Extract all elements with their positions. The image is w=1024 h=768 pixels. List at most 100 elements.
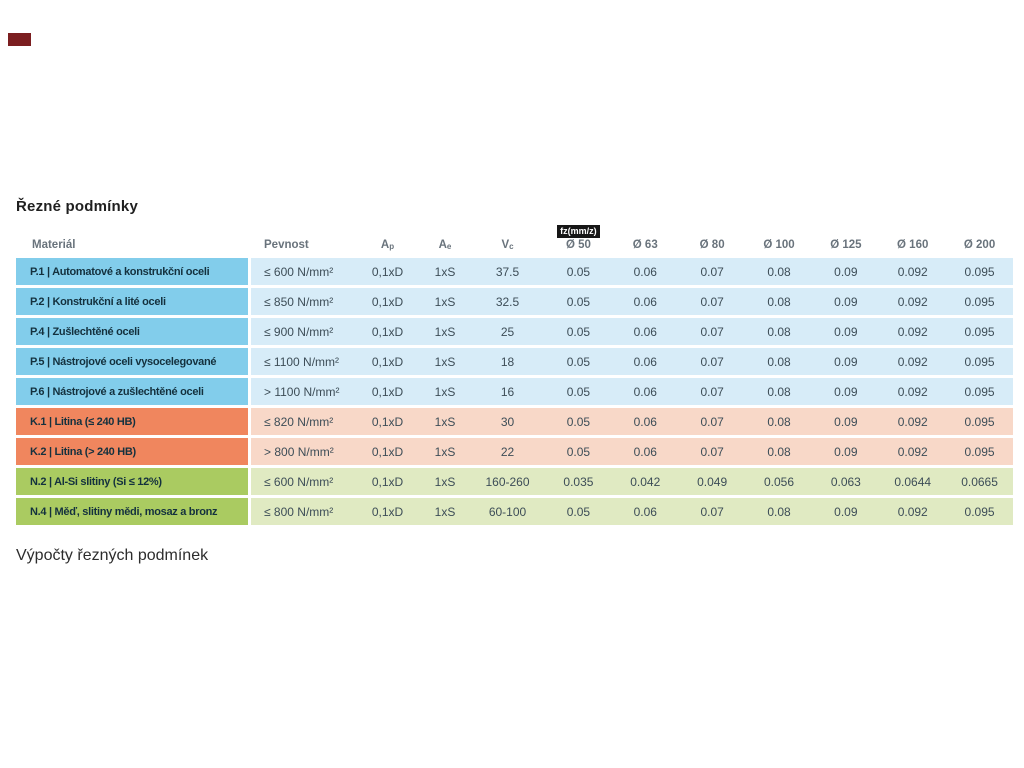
vc-symbol: V (501, 239, 510, 251)
fz-value-cell: 0.08 (745, 408, 813, 435)
ap-cell: 0,1xD (355, 348, 420, 375)
fz-value-cell: 0.07 (678, 288, 746, 315)
fz-value-cell: 0.0644 (879, 468, 947, 495)
ae-cell: 1xS (420, 288, 470, 315)
fz-value-cell: 0.05 (545, 498, 612, 525)
ap-cell: 0,1xD (355, 498, 420, 525)
col-header-d200: Ø 200 (963, 239, 996, 251)
fz-value-cell: 0.09 (812, 318, 880, 345)
table-row: P.1 | Automatové a konstrukční oceli ≤ 6… (16, 258, 1013, 285)
fz-value-cell: 0.05 (545, 438, 612, 465)
fz-value-cell: 0.05 (545, 348, 612, 375)
fz-value-cell: 0.092 (879, 288, 947, 315)
fz-value-cell: 0.07 (678, 438, 746, 465)
corner-marker (8, 33, 31, 46)
ae-cell: 1xS (420, 318, 470, 345)
col-header-d125: Ø 125 (830, 239, 862, 251)
fz-value-cell: 0.08 (745, 438, 813, 465)
material-cell: P.1 | Automatové a konstrukční oceli (16, 258, 251, 285)
ap-cell: 0,1xD (355, 378, 420, 405)
strength-cell: > 1100 N/mm² (251, 378, 355, 405)
fz-value-cell: 0.095 (946, 288, 1013, 315)
vc-cell: 60-100 (470, 498, 545, 525)
fz-value-cell: 0.095 (946, 498, 1013, 525)
ap-cell: 0,1xD (355, 408, 420, 435)
fz-value-cell: 0.05 (545, 258, 612, 285)
vc-cell: 25 (470, 318, 545, 345)
fz-value-cell: 0.06 (611, 348, 679, 375)
fz-value-cell: 0.092 (879, 258, 947, 285)
fz-value-cell: 0.049 (678, 468, 746, 495)
fz-value-cell: 0.05 (545, 288, 612, 315)
fz-value-cell: 0.08 (745, 348, 813, 375)
table-row: N.4 | Měď, slitiny mědi, mosaz a bronz ≤… (16, 498, 1013, 525)
strength-cell: ≤ 1100 N/mm² (251, 348, 355, 375)
table-row: P.5 | Nástrojové oceli vysocelegované ≤ … (16, 348, 1013, 375)
strength-cell: ≤ 800 N/mm² (251, 498, 355, 525)
fz-value-cell: 0.092 (879, 378, 947, 405)
table-body: P.1 | Automatové a konstrukční oceli ≤ 6… (16, 258, 1013, 525)
strength-cell: ≤ 900 N/mm² (251, 318, 355, 345)
fz-value-cell: 0.05 (545, 408, 612, 435)
ap-cell: 0,1xD (355, 438, 420, 465)
strength-cell: ≤ 600 N/mm² (251, 468, 355, 495)
ap-cell: 0,1xD (355, 288, 420, 315)
table-row: N.2 | Al-Si slitiny (Si ≤ 12%) ≤ 600 N/m… (16, 468, 1013, 495)
fz-value-cell: 0.056 (745, 468, 813, 495)
vc-cell: 18 (470, 348, 545, 375)
fz-value-cell: 0.095 (946, 438, 1013, 465)
col-header-d50-label: Ø 50 (565, 239, 591, 251)
fz-value-cell: 0.092 (879, 438, 947, 465)
col-header-strength: Pevnost (264, 239, 309, 251)
strength-cell: ≤ 820 N/mm² (251, 408, 355, 435)
table-row: P.4 | Zušlechtěné oceli ≤ 900 N/mm² 0,1x… (16, 318, 1013, 345)
strength-cell: ≤ 850 N/mm² (251, 288, 355, 315)
table-row: K.2 | Litina (> 240 HB) > 800 N/mm² 0,1x… (16, 438, 1013, 465)
fz-value-cell: 0.06 (611, 318, 679, 345)
fz-value-cell: 0.09 (812, 258, 880, 285)
vc-cell: 30 (470, 408, 545, 435)
material-cell: P.4 | Zušlechtěné oceli (16, 318, 251, 345)
fz-value-cell: 0.092 (879, 348, 947, 375)
fz-value-cell: 0.09 (812, 378, 880, 405)
ap-cell: 0,1xD (355, 258, 420, 285)
fz-value-cell: 0.08 (745, 288, 813, 315)
fz-value-cell: 0.095 (946, 378, 1013, 405)
col-header-material: Materiál (32, 239, 76, 251)
fz-value-cell: 0.07 (678, 498, 746, 525)
ap-cell: 0,1xD (355, 318, 420, 345)
col-header-d160: Ø 160 (897, 239, 929, 251)
ae-subscript: e (446, 242, 452, 251)
fz-value-cell: 0.09 (812, 348, 880, 375)
fz-value-cell: 0.07 (678, 408, 746, 435)
vc-cell: 22 (470, 438, 545, 465)
vc-cell: 32.5 (470, 288, 545, 315)
strength-cell: > 800 N/mm² (251, 438, 355, 465)
fz-value-cell: 0.042 (611, 468, 679, 495)
fz-value-cell: 0.095 (946, 318, 1013, 345)
fz-value-cell: 0.08 (745, 498, 813, 525)
col-header-d100: Ø 100 (763, 239, 795, 251)
material-cell: K.1 | Litina (≤ 240 HB) (16, 408, 251, 435)
fz-value-cell: 0.09 (812, 408, 880, 435)
fz-value-cell: 0.035 (545, 468, 612, 495)
ap-subscript: p (389, 242, 395, 251)
vc-subscript: c (509, 242, 514, 251)
fz-value-cell: 0.07 (678, 378, 746, 405)
fz-value-cell: 0.06 (611, 378, 679, 405)
material-cell: P.5 | Nástrojové oceli vysocelegované (16, 348, 251, 375)
fz-value-cell: 0.06 (611, 498, 679, 525)
ae-cell: 1xS (420, 408, 470, 435)
vc-cell: 16 (470, 378, 545, 405)
fz-unit-chip: fz(mm/z) (557, 225, 600, 238)
fz-value-cell: 0.09 (812, 438, 880, 465)
fz-value-cell: 0.08 (745, 318, 813, 345)
table-row: P.2 | Konstrukční a lité oceli ≤ 850 N/m… (16, 288, 1013, 315)
fz-value-cell: 0.095 (946, 348, 1013, 375)
fz-value-cell: 0.06 (611, 288, 679, 315)
vc-cell: 160-260 (470, 468, 545, 495)
